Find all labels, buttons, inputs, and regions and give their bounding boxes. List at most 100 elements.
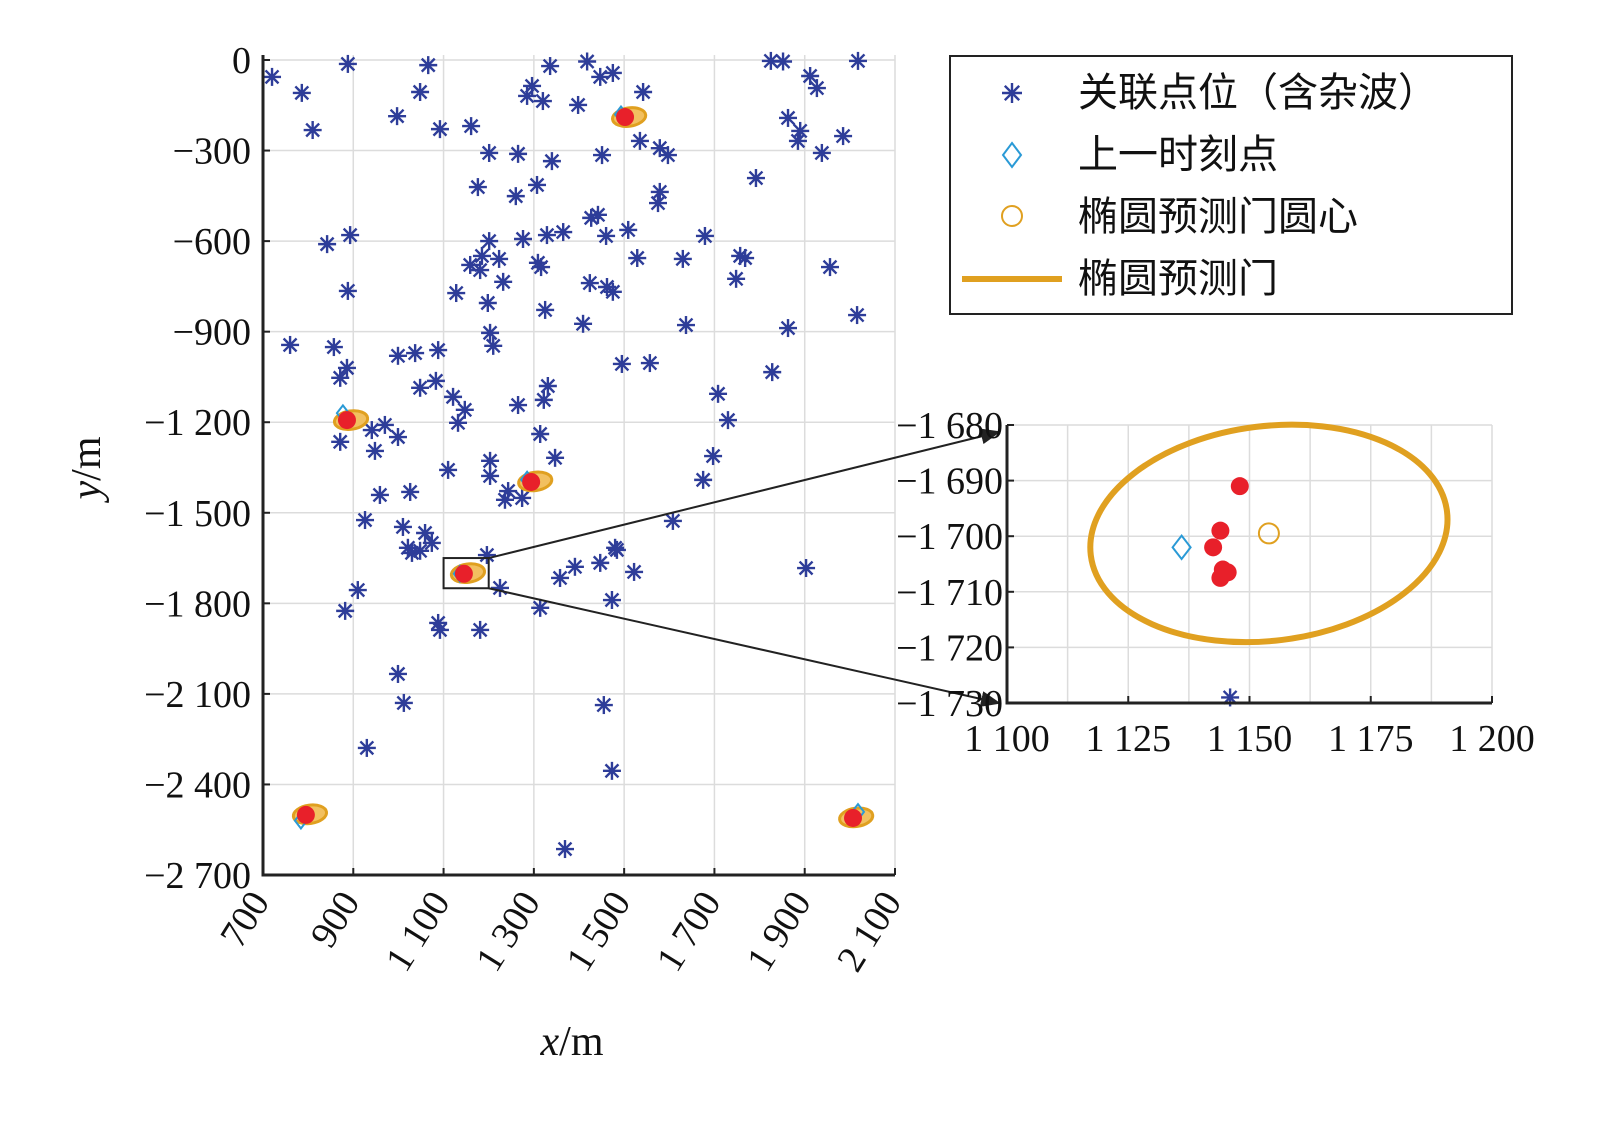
clutter-point: [694, 470, 713, 489]
clutter-point: [478, 293, 497, 312]
asterisk-stroke: [567, 559, 583, 575]
clutter-point: [426, 371, 445, 390]
clutter-point: [554, 223, 573, 242]
clutter-point: [736, 249, 755, 268]
asterisk-stroke: [481, 233, 497, 249]
clutter-point: [603, 282, 622, 301]
asterisk-stroke: [614, 356, 630, 372]
clutter-point: [402, 543, 421, 562]
asterisk-stroke: [294, 85, 310, 101]
clutter-point: [797, 559, 816, 578]
y-axis-unit: /m: [64, 436, 110, 481]
target: [838, 802, 875, 829]
main-x-tick-label: 1 700: [649, 884, 730, 979]
asterisk-stroke: [326, 339, 342, 355]
inset-y-tick-label: −1 720: [896, 627, 1003, 669]
inset-gate-ellipse: [1087, 421, 1451, 646]
asterisk-stroke: [402, 484, 418, 500]
clutter-point: [481, 451, 500, 470]
asterisk-stroke: [539, 227, 555, 243]
legend-box: [949, 55, 1513, 315]
asterisk-stroke: [780, 320, 796, 336]
clutter-point: [341, 226, 360, 245]
clutter-point: [416, 524, 435, 543]
asterisk-stroke: [592, 555, 608, 571]
asterisk-stroke: [508, 188, 524, 204]
main-x-tick-label: 1 900: [739, 884, 820, 979]
x-axis-unit: /m: [559, 1019, 604, 1065]
asterisk-stroke: [590, 207, 606, 223]
clutter-point: [518, 86, 537, 105]
clutter-point: [588, 205, 607, 224]
target: [449, 562, 487, 585]
target: [291, 803, 329, 831]
asterisk-stroke: [495, 274, 511, 290]
clutter-point: [695, 226, 714, 245]
asterisk-stroke: [305, 122, 320, 138]
legend-label-previous: 上一时刻点: [1078, 132, 1278, 178]
asterisk-stroke: [835, 128, 851, 144]
clutter-point: [357, 738, 376, 757]
asterisk-stroke: [319, 236, 335, 252]
legend-label-gate: 椭圆预测门: [1078, 256, 1278, 302]
target: [517, 470, 554, 493]
clutter-point: [612, 354, 631, 373]
asterisk-stroke: [420, 57, 436, 73]
clutter-point: [812, 143, 831, 162]
clutter-point: [704, 447, 723, 466]
asterisk-stroke: [775, 54, 791, 69]
measurement-point: [844, 808, 863, 827]
asterisk-stroke: [737, 250, 753, 266]
clutter-point: [477, 546, 496, 565]
asterisk-stroke: [542, 58, 558, 74]
legend-clutter-asterisk: [1002, 83, 1022, 103]
inset-y-tick-label: −1 710: [896, 572, 1003, 614]
clutter-point: [676, 316, 695, 335]
clutter-point: [727, 269, 746, 288]
main-grid: [262, 55, 896, 876]
clutter-point: [569, 95, 588, 114]
clutter-point: [848, 51, 867, 70]
inset-measurement-point: [1230, 477, 1249, 496]
asterisk-stroke: [492, 580, 508, 596]
main-y-tick-label: −1 500: [144, 493, 251, 535]
asterisk-stroke: [792, 123, 808, 139]
asterisk-stroke: [430, 615, 446, 631]
clutter-point: [597, 226, 616, 245]
clutter-point: [331, 368, 350, 387]
clutter-point: [556, 840, 575, 859]
asterisk-stroke: [798, 560, 814, 576]
asterisk-stroke: [604, 592, 620, 608]
clutter-point: [774, 52, 793, 71]
asterisk-stroke: [350, 582, 366, 598]
asterisk-stroke: [482, 468, 498, 484]
clutter-point: [820, 258, 839, 277]
clutter-point: [462, 117, 481, 136]
clutter-point: [422, 533, 441, 552]
asterisk-stroke: [594, 147, 610, 163]
asterisk-stroke: [642, 355, 658, 371]
legend-label-gate-center: 椭圆预测门圆心: [1078, 194, 1358, 240]
asterisk-stroke: [849, 307, 865, 323]
clutter-point: [537, 226, 556, 245]
clutter-point: [602, 591, 621, 610]
asterisk-stroke: [407, 345, 423, 361]
clutter-point: [763, 363, 782, 382]
clutter-point: [779, 108, 798, 127]
chart-marks: [263, 51, 1451, 859]
asterisk-stroke: [463, 118, 479, 134]
main-y-tick-label: −600: [173, 221, 251, 263]
asterisk-stroke: [780, 110, 796, 126]
main-y-tick-label: −1 800: [144, 583, 251, 625]
asterisk-stroke: [728, 271, 744, 287]
main-x-tick-label: 2 100: [829, 884, 910, 979]
measurement-point: [616, 108, 635, 127]
asterisk-stroke: [450, 415, 466, 431]
clutter-point: [444, 387, 463, 406]
clutter-point: [603, 63, 622, 82]
clutter-point: [630, 131, 649, 150]
asterisk-stroke: [332, 434, 348, 450]
target: [611, 104, 648, 128]
clutter-point: [541, 57, 560, 76]
